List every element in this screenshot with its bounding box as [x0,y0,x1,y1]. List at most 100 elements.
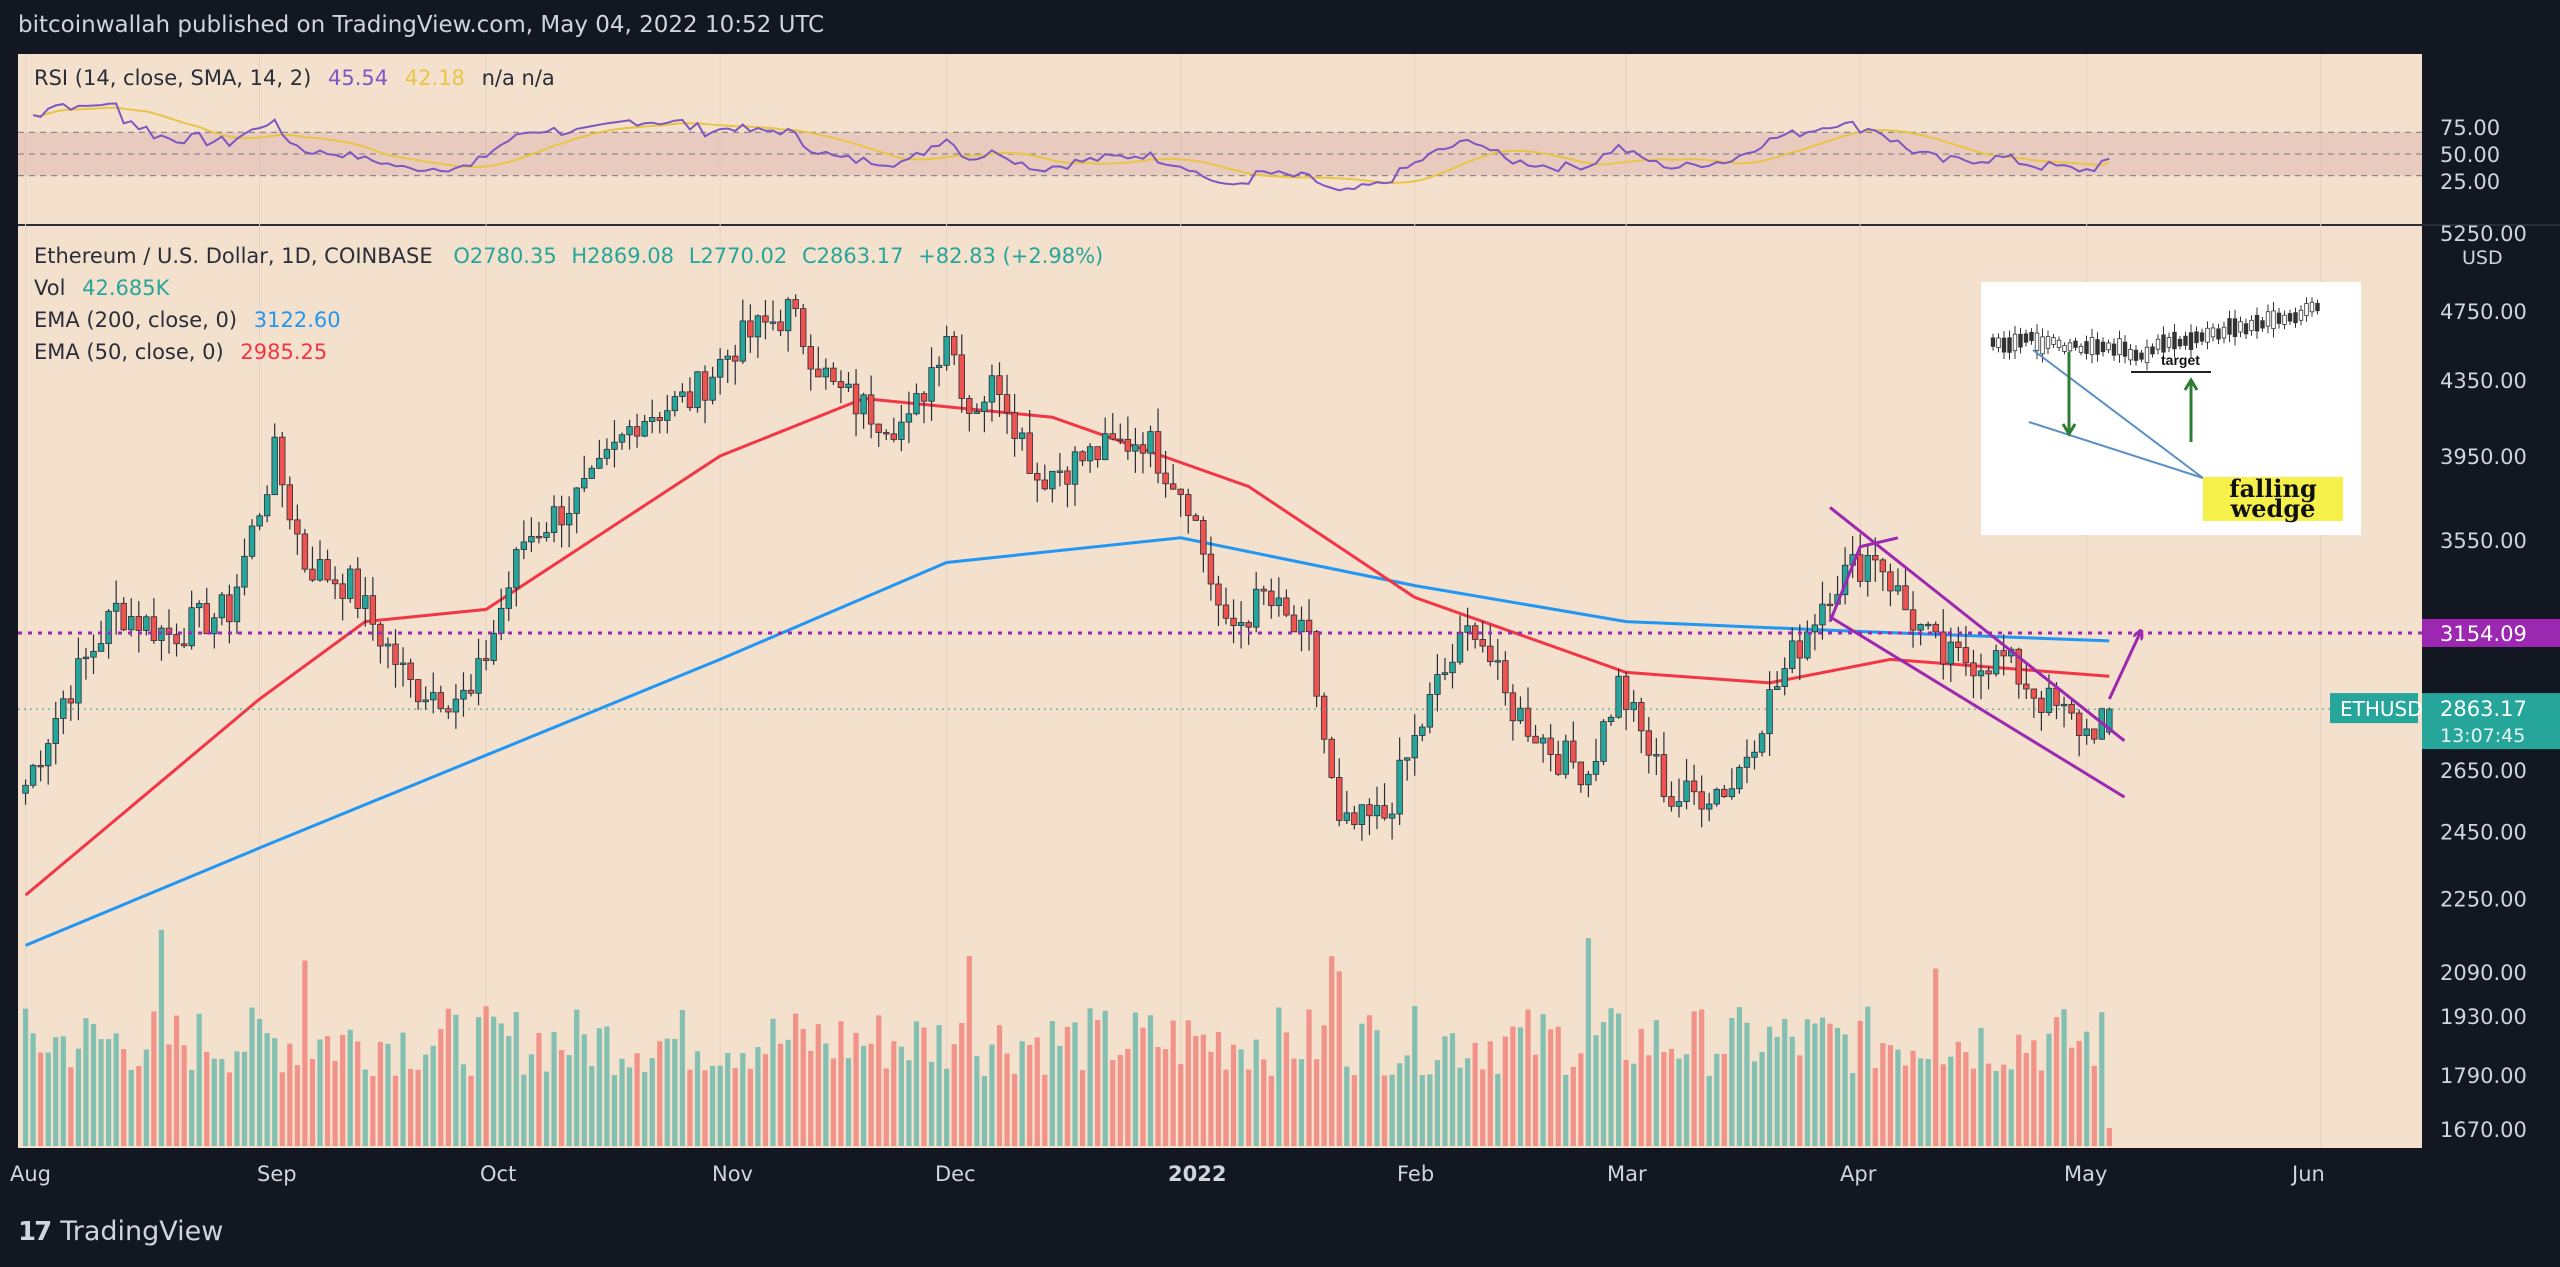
inset-candle-body [2034,332,2040,351]
volume-bar [1834,1027,1841,1146]
candle-body [173,634,180,645]
volume-bar [793,1013,799,1146]
candle-body [709,376,716,401]
volume-bar [1714,1053,1720,1146]
volume-bar [1132,1012,1138,1146]
volume-bar [740,1053,746,1146]
volume-bar [785,1039,791,1146]
candle-body [581,478,588,489]
volume-bar [392,1075,399,1146]
volume-bar [1646,1055,1652,1146]
candle-body [1977,670,1985,677]
candle-body [656,417,663,421]
volume-bar [1729,1017,1735,1146]
inset-candle-body [2194,331,2199,344]
candle-body [958,354,965,399]
volume-bar [808,1050,814,1146]
volume-bar [1057,1045,1063,1146]
candle-body [1555,754,1562,775]
candle-body [248,525,256,557]
candle-body [769,321,777,324]
candle-body [1305,619,1313,632]
candle-body [128,616,135,631]
candle-body [686,391,694,409]
ema200-line [25,536,2110,947]
volume-bar [1880,1043,1886,1146]
candle-body [1970,662,1977,677]
rsi-value: 45.54 [327,66,389,90]
level-price-tag [2422,618,2560,647]
inset-candle-body [2023,333,2029,343]
left-frame [0,54,18,1148]
candle-body [2106,708,2113,733]
volume-bar [68,1067,74,1146]
candle-body [1449,661,1456,674]
volume-bar [823,1043,829,1146]
tradingview-logo-icon: 17 [18,1216,52,1247]
inset-candle-body [2183,335,2188,346]
inset-candle-body [2106,342,2111,351]
candle-body [1826,603,1834,607]
volume-bar [679,1009,685,1146]
rsi-legend: RSI (14, close, SMA, 14, 2) 45.54 42.18 … [34,66,555,90]
candle-body [558,506,565,526]
candle-body [1358,804,1366,825]
volume-bar [649,1058,655,1146]
falling-word: falling [2229,474,2317,503]
volume-bar [521,1074,527,1146]
inset-candle-body [2166,337,2172,348]
brand-name: TradingView [60,1216,224,1247]
volume-bar [355,1041,361,1146]
volume-bar [528,1054,534,1146]
volume-bar [362,1069,368,1146]
volume-bar [98,1039,104,1146]
volume-bar [2084,1031,2090,1146]
volume-bar [1653,1020,1659,1146]
ohlc-close: C2863.17 [801,244,904,268]
volume-bar [113,1033,119,1146]
volume-bar [1102,1010,1108,1146]
time-axis-label: May [2064,1162,2107,1186]
inset-candle-body [2067,342,2073,352]
inset-candle-body [2029,331,2034,342]
candle-body [279,436,286,486]
time-axis-label: Sep [257,1162,297,1186]
candle-body [1313,631,1320,697]
inset-candle-body [2117,338,2122,356]
volume-bar [1042,1074,1048,1146]
candle-body [1570,740,1577,763]
volume-bar [1419,1075,1425,1146]
volume-bar [1608,1008,1614,1146]
candle-body [294,519,301,535]
volume-bar [347,1029,353,1146]
inset-candle-body [2128,349,2133,361]
candle-body [1117,438,1124,442]
inset-target-label: target [2161,352,2200,368]
tradingview-brand[interactable]: 17 TradingView [18,1216,223,1247]
inset-candle-body [2012,333,2018,352]
candle-body [1154,431,1162,474]
volume-bar [1691,1011,1697,1146]
candle-body [460,689,467,700]
candle-body [331,579,339,585]
candle-body [1064,470,1071,485]
candle-body [550,506,558,533]
candle-body [1804,631,1811,659]
volume-bar [249,1007,255,1146]
volume-bar [302,960,308,1146]
candle-body [679,391,686,397]
time-axis-label: Mar [1607,1162,1647,1186]
candle-body [1162,472,1169,485]
volume-bar [868,1043,874,1146]
candle-body [407,662,414,681]
volume-bar [332,1060,338,1146]
candle-body [573,487,580,514]
time-axis-label: Aug [10,1162,51,1186]
candle-body [1577,761,1585,786]
candle-body [1404,757,1411,761]
candle-body [2015,648,2022,685]
volume-bar [128,1069,134,1146]
chart-canvas[interactable]: 5250.00 4750.00 4350.00 3950.00 3550.00 2650.… [0,54,2560,1200]
candle-body [905,413,913,423]
volume-bar [815,1024,821,1146]
